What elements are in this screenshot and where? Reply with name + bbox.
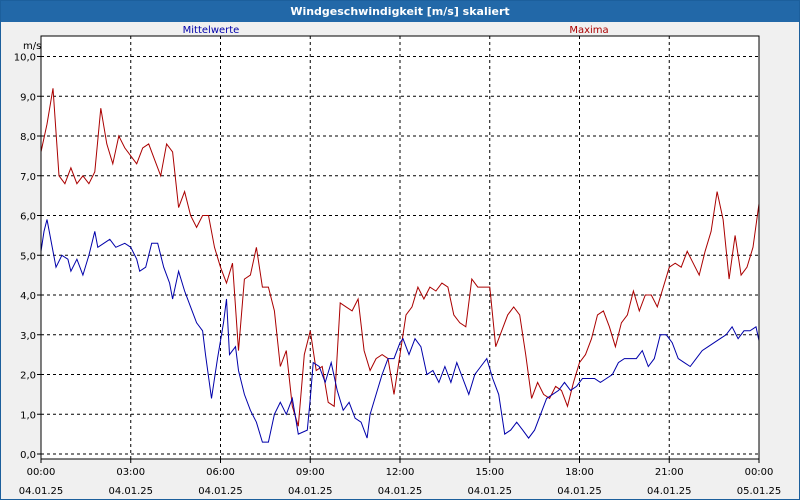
x-tick-date-label: 04.01.25 <box>288 486 333 497</box>
x-tick-time-label: 03:00 <box>116 467 145 478</box>
x-tick-date-label: 04.01.25 <box>467 486 512 497</box>
series-line-maxima <box>41 88 759 427</box>
x-tick-date-label: 04.01.25 <box>108 486 153 497</box>
y-tick-label: 2,0 <box>20 371 36 382</box>
window-title: Windgeschwindigkeit [m/s] skaliert <box>1 1 799 22</box>
y-tick-label: 4,0 <box>20 291 36 302</box>
x-tick-time-label: 06:00 <box>206 467 235 478</box>
x-tick-date-label: 04.01.25 <box>198 486 243 497</box>
x-tick-date-label: 04.01.25 <box>19 486 64 497</box>
x-tick-time-label: 21:00 <box>655 467 684 478</box>
x-tick-date-label: 04.01.25 <box>647 486 692 497</box>
y-tick-label: 0,0 <box>20 450 36 461</box>
plot-border <box>40 35 760 460</box>
x-tick-time-label: 12:00 <box>386 467 415 478</box>
y-tick-label: 3,0 <box>20 331 36 342</box>
y-tick-label: 8,0 <box>20 132 36 143</box>
y-tick-label: 9,0 <box>20 92 36 103</box>
y-tick-label: 7,0 <box>20 172 36 183</box>
y-tick-label: 5,0 <box>20 251 36 262</box>
y-axis-label: m/s <box>23 41 41 52</box>
x-tick-time-label: 00:00 <box>745 467 774 478</box>
y-tick-label: 6,0 <box>20 212 36 223</box>
x-tick-time-label: 09:00 <box>296 467 325 478</box>
series-line-mittelwerte <box>41 219 759 443</box>
x-tick-time-label: 00:00 <box>27 467 56 478</box>
legend-mittelwerte: Mittelwerte <box>183 25 240 36</box>
x-tick-date-label: 04.01.25 <box>378 486 423 497</box>
x-tick-time-label: 18:00 <box>565 467 594 478</box>
x-tick-date-label: 05.01.25 <box>737 486 782 497</box>
x-tick-date-label: 04.01.25 <box>557 486 602 497</box>
wind-speed-chart: 0,0 1,0 2,0 3,0 4,0 5,0 6,0 7,0 8,0 9,0 10,0 00:00 0… <box>14 25 782 497</box>
y-tick-label: 10,0 <box>14 53 36 64</box>
y-tick-label: 1,0 <box>20 410 36 421</box>
x-tick-time-label: 15:00 <box>475 467 504 478</box>
legend-maxima: Maxima <box>569 25 608 36</box>
